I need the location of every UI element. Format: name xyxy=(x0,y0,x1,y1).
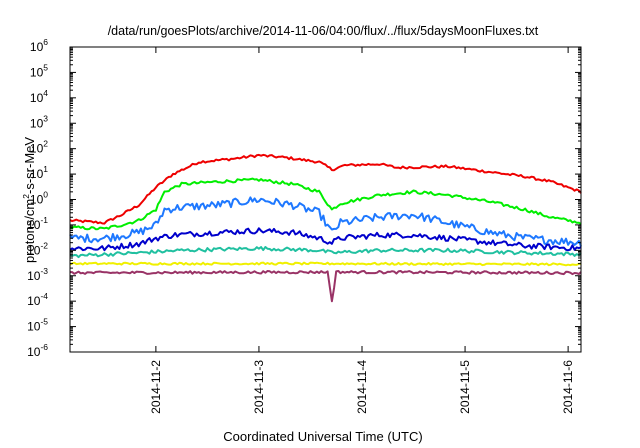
y-tick-label: 10-2 xyxy=(27,240,48,257)
y-tick-label: 102 xyxy=(30,139,48,156)
y-tick-base: 10 xyxy=(30,142,44,156)
y-tick-exponent: 3 xyxy=(43,113,48,123)
y-tick-label: 10-4 xyxy=(27,291,48,308)
y-tick-base: 10 xyxy=(27,218,41,232)
series-line-7 xyxy=(70,270,582,303)
y-tick-label: 105 xyxy=(30,62,48,79)
y-axis-label-sup: 2 xyxy=(21,194,31,199)
y-ticks: 10-610-510-410-310-210-11001011021031041… xyxy=(27,37,581,359)
series-line-4 xyxy=(69,227,582,252)
y-tick-label: 10-3 xyxy=(27,266,48,283)
series-line-2 xyxy=(69,177,582,231)
x-tick-label: 2014-11-5 xyxy=(458,360,472,414)
y-tick-base: 10 xyxy=(30,65,44,79)
y-tick-exponent: 4 xyxy=(43,88,48,98)
y-tick-label: 103 xyxy=(30,113,48,130)
y-tick-exponent: -3 xyxy=(40,266,48,276)
x-tick-label: 2014-11-3 xyxy=(252,360,266,414)
y-axis-label-prefix: protons/cm xyxy=(22,199,37,263)
series-line-3 xyxy=(69,196,582,247)
y-tick-label: 100 xyxy=(30,190,48,207)
y-tick-base: 10 xyxy=(30,91,44,105)
y-tick-base: 10 xyxy=(30,116,44,130)
y-tick-base: 10 xyxy=(30,40,44,54)
y-tick-label: 104 xyxy=(30,88,48,105)
series-line-6 xyxy=(69,261,582,267)
y-tick-base: 10 xyxy=(30,167,44,181)
x-tick-label: 2014-11-2 xyxy=(149,360,163,414)
y-tick-exponent: -1 xyxy=(40,215,48,225)
y-axis-label: protons/cm2-s-sr-MeV xyxy=(21,137,37,263)
y-tick-exponent: -4 xyxy=(40,291,48,301)
series-line-5 xyxy=(69,246,582,259)
y-tick-exponent: 6 xyxy=(43,37,48,47)
series-line-1 xyxy=(69,153,582,225)
y-tick-exponent: -2 xyxy=(40,240,48,250)
y-tick-base: 10 xyxy=(30,193,44,207)
y-tick-label: 10-6 xyxy=(27,342,48,359)
x-ticks: 2014-11-2 2014-11-3 2014-11-4 2014-11-5 2014… xyxy=(149,47,575,414)
y-tick-base: 10 xyxy=(27,345,41,359)
x-tick-label: 2014-11-4 xyxy=(355,360,369,414)
y-tick-exponent: -6 xyxy=(40,342,48,352)
y-tick-label: 101 xyxy=(30,164,48,181)
y-tick-base: 10 xyxy=(27,294,41,308)
y-tick-base: 10 xyxy=(27,320,41,334)
y-tick-base: 10 xyxy=(27,243,41,257)
plot-frame xyxy=(69,46,582,353)
chart-title: /data/run/goesPlots/archive/2014-11-06/0… xyxy=(108,24,539,38)
x-tick-label: 2014-11-6 xyxy=(561,360,575,414)
y-tick-exponent: -5 xyxy=(40,317,48,327)
y-tick-exponent: 2 xyxy=(43,139,48,149)
y-tick-label: 10-5 xyxy=(27,317,48,334)
y-tick-exponent: 5 xyxy=(43,62,48,72)
y-tick-base: 10 xyxy=(27,269,41,283)
y-tick-exponent: 0 xyxy=(43,190,48,200)
y-axis-label-suffix: -s-sr-MeV xyxy=(22,137,37,194)
series-layer xyxy=(69,153,582,303)
y-tick-label: 106 xyxy=(30,37,48,54)
y-tick-label: 10-1 xyxy=(27,215,48,232)
x-axis-label: Coordinated Universal Time (UTC) xyxy=(223,429,422,444)
y-tick-exponent: 1 xyxy=(43,164,48,174)
